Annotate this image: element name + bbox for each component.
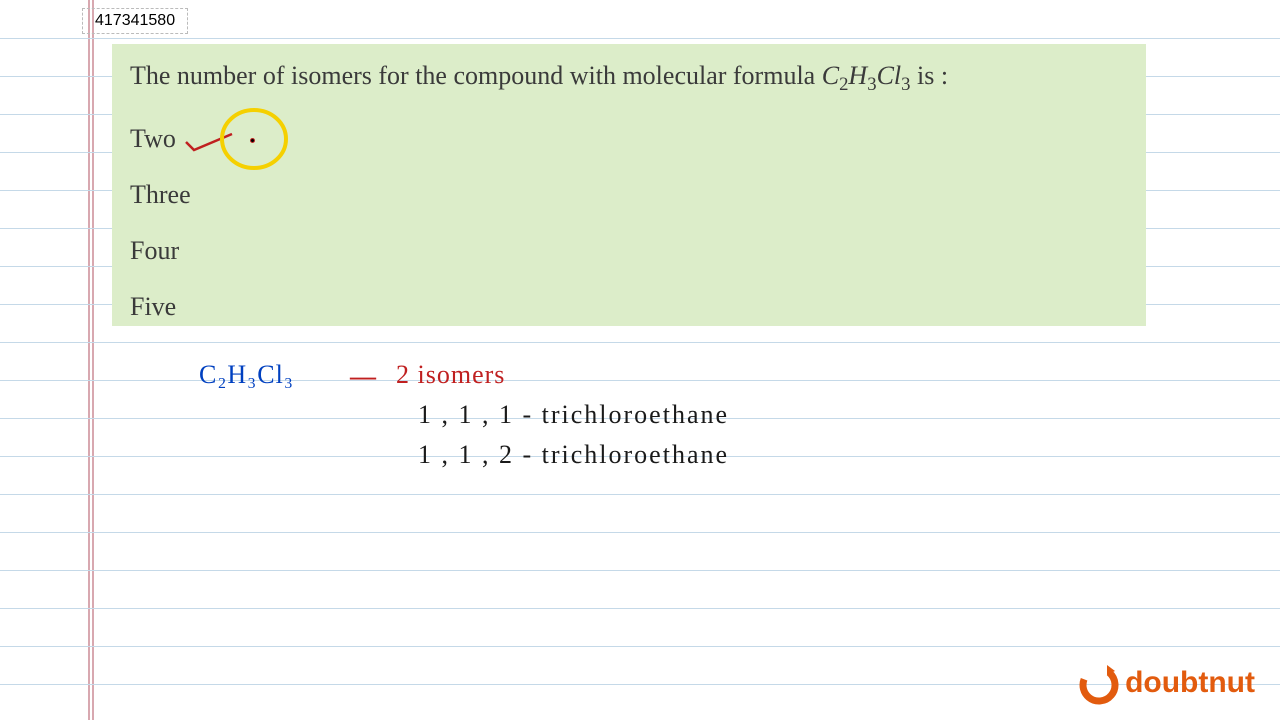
- formula-c: C: [822, 61, 839, 90]
- rule-line: [0, 570, 1280, 571]
- doubtnut-logo-text: doubtnut: [1125, 666, 1255, 700]
- formula-sub3: 3: [901, 74, 910, 95]
- cursor-dot-icon: [250, 138, 255, 143]
- option-two: Two: [130, 124, 1128, 154]
- handwritten-isomer-2: 1 , 1 , 2 - trichloroethane: [418, 440, 729, 470]
- handwritten-isomers: 2 isomers: [396, 360, 505, 390]
- rule-line: [0, 38, 1280, 39]
- question-id: 417341580: [82, 8, 188, 34]
- formula-sub2: 3: [867, 74, 876, 95]
- doubtnut-logo-icon: [1077, 661, 1121, 705]
- question-prefix: The number of isomers for the compound w…: [130, 61, 822, 90]
- option-four: Four: [130, 236, 1128, 266]
- rule-line: [0, 380, 1280, 381]
- rule-line: [0, 646, 1280, 647]
- option-label-0: Two: [130, 124, 176, 153]
- formula-cl: Cl: [877, 61, 902, 90]
- option-three: Three: [130, 180, 1128, 210]
- doubtnut-logo: doubtnut: [1077, 661, 1255, 705]
- rule-line: [0, 342, 1280, 343]
- handwritten-isomer-1: 1 , 1 , 1 - trichloroethane: [418, 400, 729, 430]
- question-box: The number of isomers for the compound w…: [112, 44, 1146, 326]
- option-five: Five: [130, 292, 1128, 322]
- margin-line-1: [88, 0, 90, 720]
- rule-line: [0, 532, 1280, 533]
- rule-line: [0, 608, 1280, 609]
- handwritten-formula: C₂H₃Cl₃: [199, 360, 294, 390]
- formula-h: H: [848, 61, 867, 90]
- handwritten-dash: —: [350, 362, 377, 392]
- margin-line-2: [92, 0, 94, 720]
- question-suffix: is :: [911, 61, 949, 90]
- question-text: The number of isomers for the compound w…: [130, 59, 1128, 98]
- rule-line: [0, 494, 1280, 495]
